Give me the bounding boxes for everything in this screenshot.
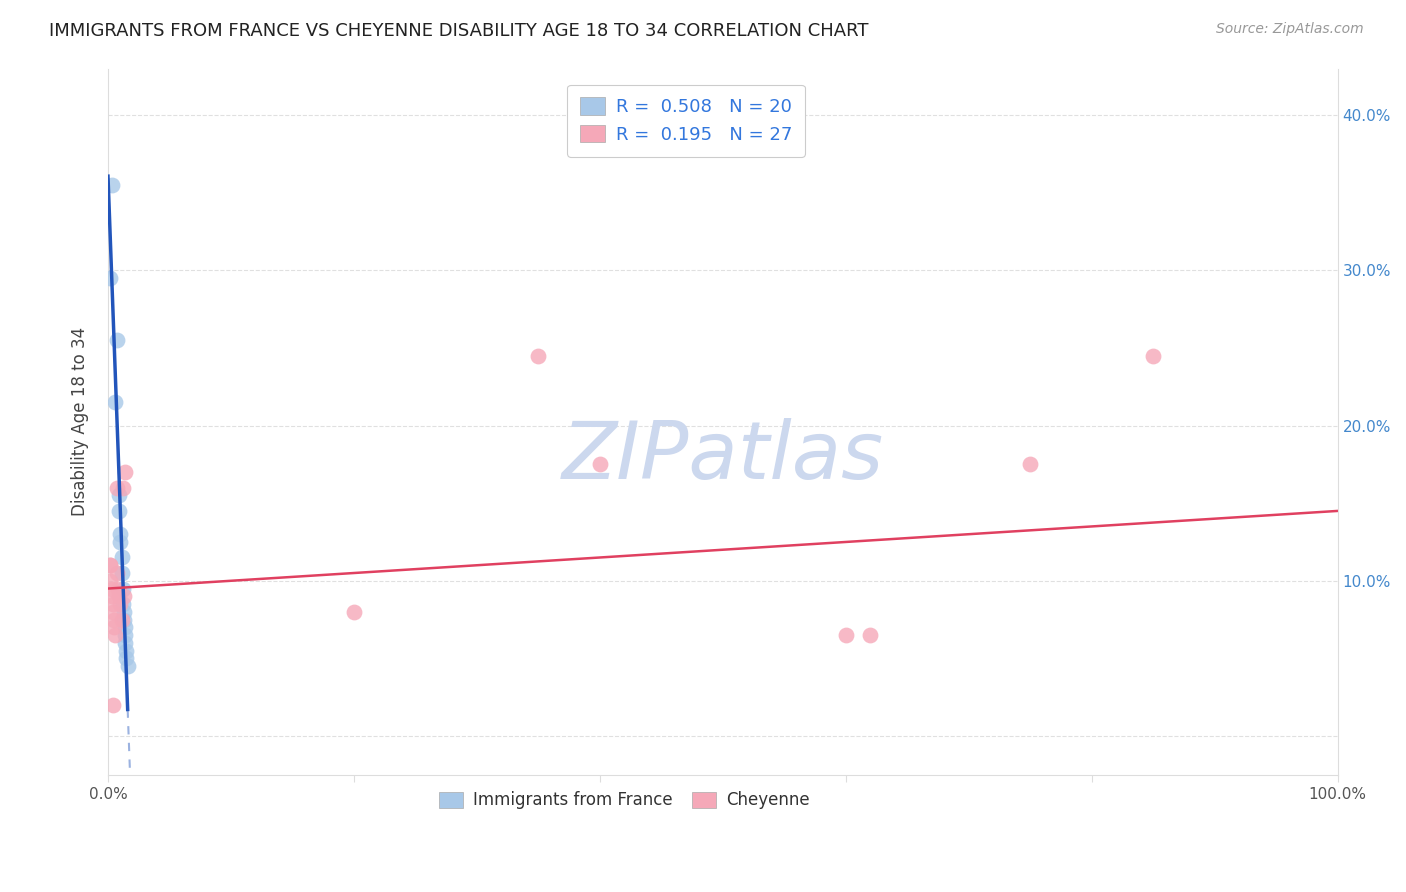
Text: ZIPatlas: ZIPatlas <box>562 418 884 496</box>
Point <box>110 597 132 611</box>
Point <box>117 659 139 673</box>
Point <box>100 589 122 603</box>
Legend: Immigrants from France, Cheyenne: Immigrants from France, Cheyenne <box>433 785 815 816</box>
Point <box>110 527 132 541</box>
Point <box>108 504 131 518</box>
Point <box>111 481 134 495</box>
Point <box>110 535 132 549</box>
Point <box>100 558 122 573</box>
Text: Source: ZipAtlas.com: Source: ZipAtlas.com <box>1216 22 1364 37</box>
Point <box>112 613 135 627</box>
Point <box>100 582 122 596</box>
Point <box>110 566 132 580</box>
Point <box>110 550 132 565</box>
Point <box>100 271 122 285</box>
Point <box>114 620 136 634</box>
Point <box>112 589 135 603</box>
Point <box>100 558 122 573</box>
Point <box>112 605 135 619</box>
Point <box>101 698 124 712</box>
Point <box>115 651 138 665</box>
Point <box>114 628 136 642</box>
Point <box>103 613 125 627</box>
Point <box>108 589 131 603</box>
Point <box>111 582 134 596</box>
Point <box>103 620 125 634</box>
Point <box>104 395 127 409</box>
Point <box>343 605 366 619</box>
Point <box>115 643 138 657</box>
Point <box>101 597 124 611</box>
Point <box>101 605 124 619</box>
Point <box>105 566 128 580</box>
Point <box>835 628 858 642</box>
Point <box>107 582 129 596</box>
Point <box>527 349 550 363</box>
Point <box>114 636 136 650</box>
Y-axis label: Disability Age 18 to 34: Disability Age 18 to 34 <box>72 327 89 516</box>
Point <box>859 628 882 642</box>
Point <box>110 613 132 627</box>
Text: IMMIGRANTS FROM FRANCE VS CHEYENNE DISABILITY AGE 18 TO 34 CORRELATION CHART: IMMIGRANTS FROM FRANCE VS CHEYENNE DISAB… <box>49 22 869 40</box>
Point <box>114 465 136 479</box>
Point <box>100 574 122 588</box>
Point <box>100 178 122 192</box>
Point <box>589 458 612 472</box>
Point <box>105 333 128 347</box>
Point <box>108 488 131 502</box>
Point <box>1019 458 1042 472</box>
Point <box>111 597 134 611</box>
Point <box>104 628 127 642</box>
Point <box>1142 349 1164 363</box>
Point <box>105 481 128 495</box>
